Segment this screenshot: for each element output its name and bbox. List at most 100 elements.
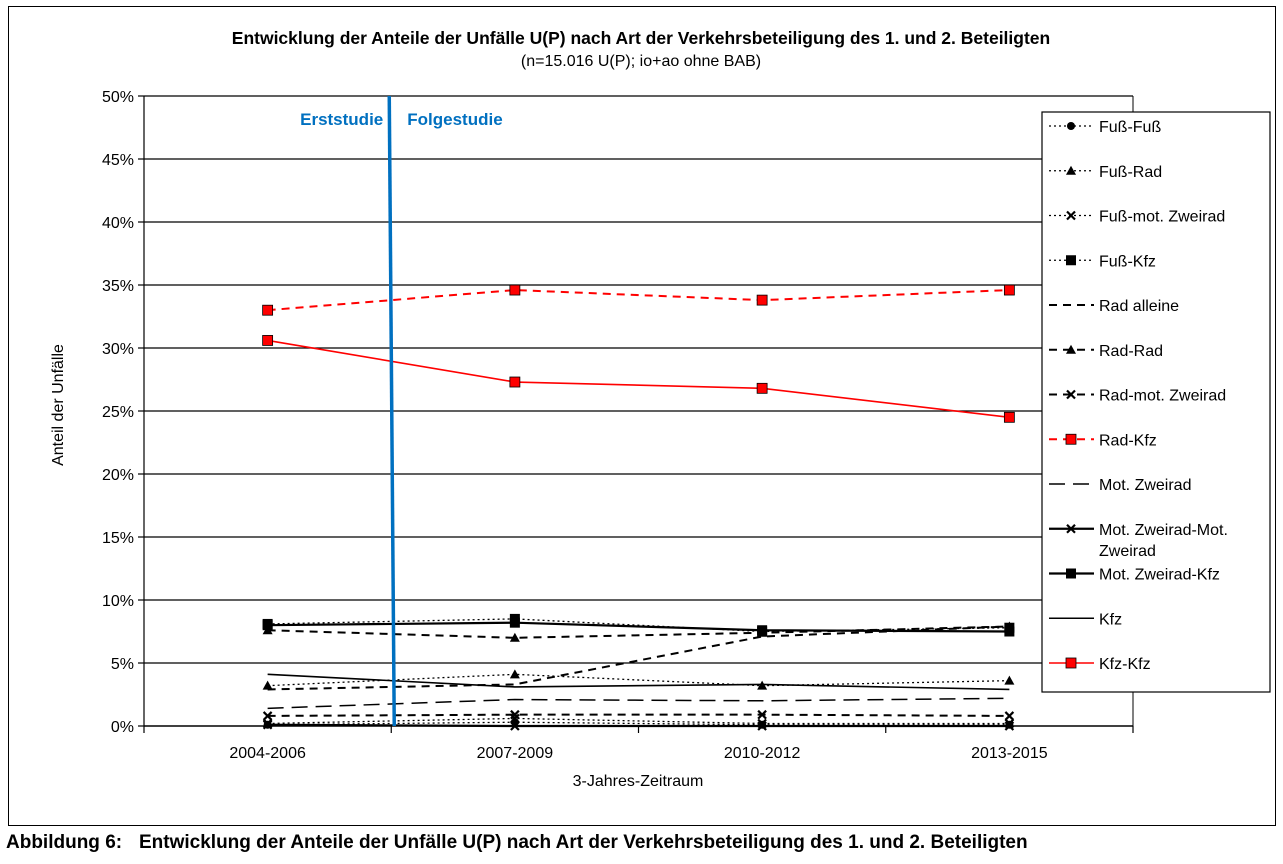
y-tick-label: 20% xyxy=(102,467,134,484)
data-point xyxy=(1003,284,1015,296)
legend-swatch-marker xyxy=(1066,389,1076,400)
figure-caption: Abbildung 6: Entwicklung der Anteile der … xyxy=(6,832,1028,854)
series-rad-kfz xyxy=(262,284,1015,316)
data-point xyxy=(510,709,520,720)
y-tick-label: 50% xyxy=(102,89,134,106)
x-tick-label: 2010-2012 xyxy=(724,745,801,762)
series-lines xyxy=(262,284,1015,731)
legend-entry-rad-kfz: Rad-Kfz xyxy=(1049,432,1157,449)
legend-label: Fuß-Fuß xyxy=(1099,119,1161,136)
y-tick-label: 15% xyxy=(102,530,134,547)
legend-entry-mot-zweirad: Mot. Zweirad xyxy=(1049,477,1191,494)
caption-label: Abbildung 6: xyxy=(6,832,123,853)
series-mot-zweirad-mot-zweirad xyxy=(262,719,1015,731)
legend-label: Rad-Rad xyxy=(1099,343,1163,360)
legend-entry-rad-alleine: Rad alleine xyxy=(1049,298,1179,315)
data-point xyxy=(757,709,767,720)
series-kfz xyxy=(267,673,1010,691)
legend-entry-fuss-mot-zweirad: Fuß-mot. Zweirad xyxy=(1049,209,1225,226)
legend-label: Rad-mot. Zweirad xyxy=(1099,388,1226,405)
series-line xyxy=(267,621,1010,633)
series-line xyxy=(267,713,1010,717)
data-point xyxy=(262,680,273,690)
data-point xyxy=(509,669,520,679)
series-line xyxy=(267,697,1010,710)
x-tick-label: 2013-2015 xyxy=(971,745,1048,762)
y-tick-label: 45% xyxy=(102,152,134,169)
data-point xyxy=(262,304,274,316)
series-line xyxy=(267,723,1010,728)
chart-subtitle: (n=15.016 U(P); io+ao ohne BAB) xyxy=(521,53,761,70)
data-point xyxy=(1004,626,1015,637)
data-point xyxy=(262,719,273,730)
y-axis-label: Anteil der Unfälle xyxy=(50,344,67,466)
legend-swatch-marker xyxy=(1065,433,1077,445)
study-divider: Erststudie Folgestudie xyxy=(300,95,503,727)
legend-swatch-marker xyxy=(1066,210,1076,221)
series-line xyxy=(267,721,1010,726)
chart-frame xyxy=(8,6,1276,826)
legend-entry-kfz: Kfz xyxy=(1049,611,1122,628)
x-axis-label: 3-Jahres-Zeitraum xyxy=(573,773,704,790)
series-line xyxy=(267,673,1010,687)
data-point xyxy=(509,376,521,388)
data-point xyxy=(262,335,274,346)
legend-swatch-marker xyxy=(1066,523,1076,534)
legend-swatch-marker xyxy=(1066,568,1076,579)
legend-label: Mot. Zweirad-Kfz xyxy=(1099,567,1220,584)
legend-label: Fuß-Kfz xyxy=(1099,253,1156,270)
legend-entry-mot-zweirad-mot-zweirad: Mot. Zweirad-Mot. Zweirad xyxy=(1049,522,1228,560)
legend-entry-fuss-kfz: Fuß-Kfz xyxy=(1049,253,1156,270)
legend-swatch-marker xyxy=(1066,255,1076,266)
legend-swatch-marker xyxy=(1066,165,1076,175)
legend-entry-fuss-fuss: Fuß-Fuß xyxy=(1049,119,1161,136)
data-point xyxy=(1004,675,1015,685)
y-tick-label: 35% xyxy=(102,278,134,295)
data-point xyxy=(509,632,520,642)
legend-entry-mot-zweirad-kfz: Mot. Zweirad-Kfz xyxy=(1049,567,1220,584)
data-point xyxy=(509,617,520,628)
legend-entry-fuss-rad: Fuß-Rad xyxy=(1049,164,1162,181)
series-line xyxy=(267,339,1010,419)
legend-swatch-marker xyxy=(1065,657,1077,669)
y-tick-label: 40% xyxy=(102,215,134,232)
legend-swatch-marker xyxy=(1067,122,1075,130)
legend: Fuß-Fuß Fuß-Rad Fuß-mot. Zweirad Fuß-Kfz Rad… xyxy=(1041,111,1271,693)
series-mot-zweirad xyxy=(267,697,1010,710)
data-point xyxy=(757,721,767,731)
legend-label: Kfz-Kfz xyxy=(1099,656,1151,673)
series-fuss-rad xyxy=(262,669,1015,690)
data-point xyxy=(756,294,768,306)
caption-label-text: Abbildung 6 xyxy=(6,832,116,853)
legend-label: Kfz xyxy=(1099,611,1122,628)
x-tick-label: 2004-2006 xyxy=(229,745,306,762)
data-point xyxy=(1003,411,1015,423)
legend-label: Rad alleine xyxy=(1099,298,1179,315)
data-point xyxy=(509,284,521,296)
data-point xyxy=(757,625,768,636)
legend-swatch-marker xyxy=(1066,344,1076,354)
data-point xyxy=(1004,721,1015,731)
y-tick-label: 5% xyxy=(111,656,134,673)
series-line xyxy=(267,289,1010,312)
x-tick-label: 2007-2009 xyxy=(477,745,554,762)
chart: Entwicklung der Anteile der Unfälle U(P)… xyxy=(50,28,1271,790)
x-axis-ticks: 2004-2006 2007-2009 2010-2012 2013-2015 xyxy=(229,745,1047,762)
series-line xyxy=(267,717,1010,725)
data-point xyxy=(262,620,273,631)
y-tick-label: 0% xyxy=(111,719,134,736)
divider-label-right: Folgestudie xyxy=(407,110,502,129)
caption-text: Entwicklung der Anteile der Unfälle U(P)… xyxy=(139,832,1028,853)
legend-label: Rad-Kfz xyxy=(1099,432,1157,449)
divider-line xyxy=(387,95,396,727)
data-point xyxy=(1004,711,1015,721)
divider-label-left: Erststudie xyxy=(300,110,383,129)
series-line xyxy=(267,618,1010,633)
y-axis-ticks: 0% 5% 10% 15% 20% 25% 30% 35% 40% 45% 50% xyxy=(102,89,134,736)
legend-label: Fuß-mot. Zweirad xyxy=(1099,209,1225,226)
legend-label: Fuß-Rad xyxy=(1099,164,1162,181)
series-rad-mot-zweirad xyxy=(262,709,1015,721)
legend-entry-kfz-kfz: Kfz-Kfz xyxy=(1049,656,1151,673)
chart-title: Entwicklung der Anteile der Unfälle U(P)… xyxy=(232,28,1050,48)
legend-entry-rad-mot-zweirad: Rad-mot. Zweirad xyxy=(1049,388,1226,405)
